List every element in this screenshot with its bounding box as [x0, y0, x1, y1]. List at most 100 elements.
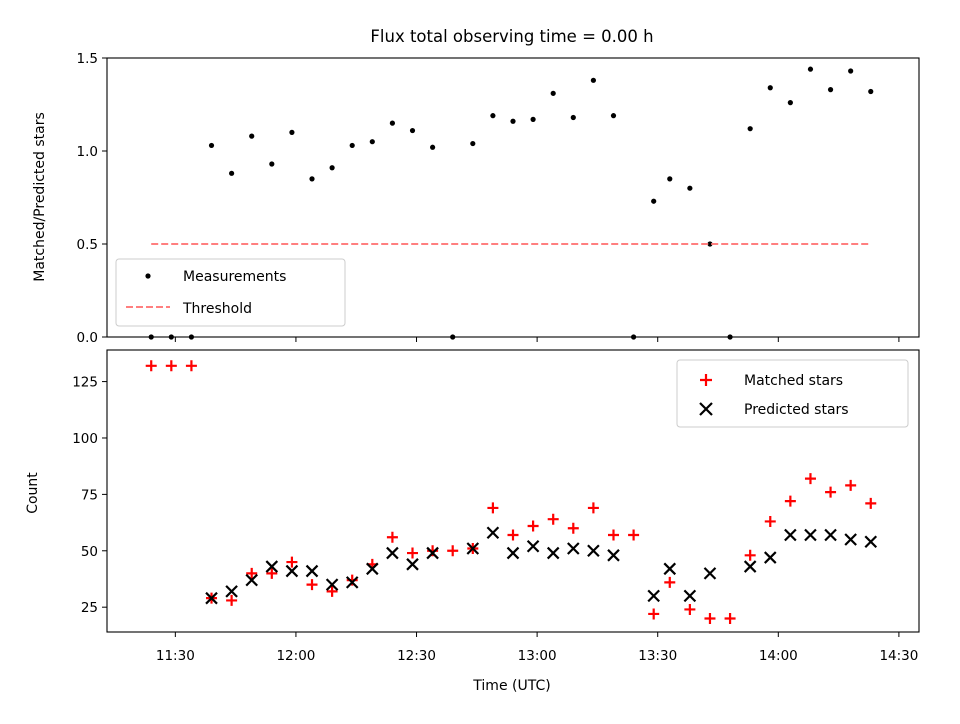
measurement-point	[747, 126, 753, 132]
x-tick-label: 11:30	[156, 648, 195, 664]
predicted-star-point	[546, 546, 560, 560]
measurement-point	[530, 116, 536, 122]
predicted-star-point	[245, 573, 258, 587]
y-ticks-count: 25 50 75 100 125	[72, 375, 107, 616]
measurement-point	[590, 77, 596, 83]
matched-star-point	[286, 556, 298, 568]
predicted-star-point	[406, 558, 419, 571]
matched-star-point	[226, 594, 238, 606]
y-tick-label: 1.0	[77, 144, 98, 160]
y-axis-label-ratio: Matched/Predicted stars	[32, 112, 48, 282]
matched-star-point	[547, 513, 559, 525]
matched-star-point	[145, 360, 157, 372]
predicted-star-point	[663, 562, 677, 576]
measurement-point	[807, 66, 814, 72]
count-points	[145, 360, 878, 624]
predicted-star-point	[607, 549, 620, 562]
matched-star-point	[386, 531, 398, 543]
measurement-point	[787, 100, 793, 106]
y-tick-label: 0.5	[77, 237, 98, 253]
predicted-star-point	[265, 560, 279, 573]
measurement-point	[369, 139, 375, 145]
legend-matched-marker	[700, 374, 712, 386]
y-tick-label: 25	[81, 600, 98, 616]
measurement-point	[848, 68, 854, 74]
predicted-star-point	[305, 564, 319, 578]
measurement-point	[269, 161, 275, 167]
legend-label-threshold: Threshold	[182, 301, 252, 317]
legend-predicted-marker	[699, 402, 713, 416]
measurement-point	[550, 90, 556, 96]
predicted-star-point	[567, 542, 580, 555]
matched-star-point	[865, 497, 877, 509]
predicted-star-point	[804, 528, 817, 542]
predicted-star-point	[386, 546, 399, 560]
x-ticks-count: 11:30 12:00 12:30 13:00 13:30 14:00 14:30	[156, 632, 918, 664]
matched-star-point	[185, 360, 197, 372]
matched-star-point	[607, 529, 619, 541]
ratio-plot-frame	[106, 57, 920, 338]
predicted-star-point	[285, 564, 299, 578]
legend-label-predicted: Predicted stars	[744, 402, 849, 418]
matched-star-point	[447, 545, 459, 557]
y-axis-label-count: Count	[25, 472, 41, 514]
predicted-star-point	[864, 535, 878, 549]
predicted-star-point	[526, 539, 540, 553]
legend-measurement-marker	[145, 273, 151, 279]
measurement-point	[208, 142, 215, 149]
measurement-point	[510, 118, 516, 124]
predicted-star-point	[647, 589, 660, 603]
y-tick-label: 100	[72, 431, 98, 447]
x-ticks-ratio	[174, 337, 900, 342]
predicted-star-point	[466, 542, 480, 555]
legend-frame	[676, 359, 909, 428]
measurement-point	[667, 176, 673, 182]
measurement-point	[707, 241, 713, 247]
matched-star-point	[407, 547, 419, 559]
predicted-star-point	[703, 567, 717, 580]
matched-star-point	[628, 529, 640, 541]
measurement-point	[827, 87, 834, 93]
measurement-point	[767, 85, 773, 91]
predicted-star-point	[683, 589, 697, 603]
measurement-point	[651, 198, 657, 204]
matched-star-point	[587, 502, 599, 514]
predicted-star-point	[743, 560, 757, 573]
matched-star-point	[648, 608, 660, 620]
matched-star-point	[165, 360, 177, 372]
matched-star-point	[246, 567, 258, 579]
matched-star-point	[326, 585, 338, 597]
legend-label-matched: Matched stars	[744, 373, 843, 389]
predicted-star-point	[486, 526, 500, 540]
predicted-star-point	[784, 528, 797, 542]
predicted-star-point	[345, 576, 359, 589]
x-tick-label: 14:30	[879, 648, 918, 664]
matched-star-point	[704, 612, 716, 624]
measurement-point	[430, 144, 436, 150]
measurement-point	[389, 120, 396, 126]
matched-star-point	[804, 473, 816, 485]
predicted-star-point	[506, 546, 520, 560]
measurement-point	[249, 133, 255, 139]
measurement-point	[868, 88, 874, 95]
matched-star-point	[764, 515, 776, 527]
matched-star-point	[527, 520, 539, 532]
predicted-star-point	[366, 562, 379, 576]
x-tick-label: 13:00	[518, 648, 557, 664]
matched-star-point	[825, 486, 837, 498]
predicted-star-point	[824, 528, 837, 542]
predicted-star-point	[426, 546, 439, 560]
x-tick-label: 12:00	[276, 648, 315, 664]
measurement-point	[687, 185, 693, 191]
measurement-point	[349, 142, 355, 149]
matched-star-point	[306, 579, 318, 591]
x-tick-label: 14:00	[759, 648, 798, 664]
measurement-point	[490, 113, 496, 119]
x-tick-label: 13:30	[638, 648, 677, 664]
matched-star-point	[784, 495, 796, 507]
x-axis-label: Time (UTC)	[472, 678, 550, 694]
ratio-panel: Flux total observing time = 0.00 h Match…	[32, 27, 920, 346]
legend-count: Matched stars Predicted stars	[676, 359, 909, 428]
